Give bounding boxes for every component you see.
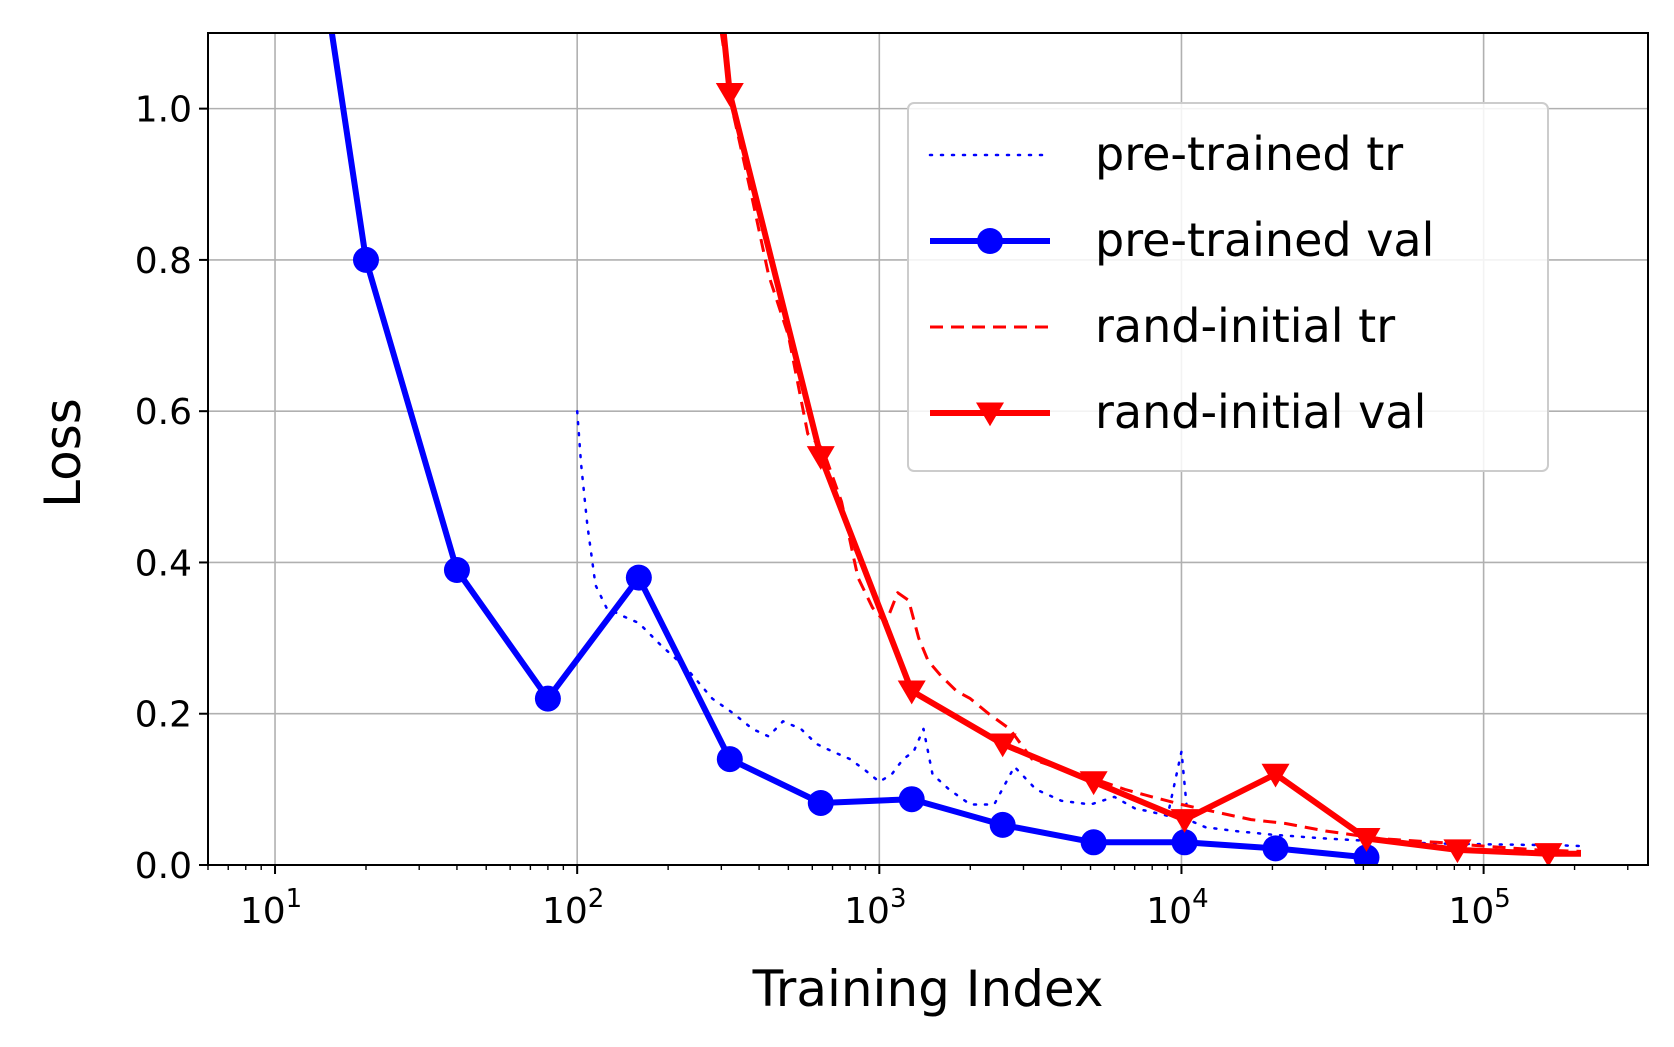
legend-marker-sample bbox=[976, 402, 1004, 427]
data-point-1 bbox=[1353, 844, 1380, 865]
data-point-1 bbox=[1262, 835, 1289, 862]
data-point-3 bbox=[1443, 839, 1472, 864]
data-point-3 bbox=[715, 83, 744, 107]
y-tick-label: 0.6 bbox=[135, 392, 192, 433]
x-tick-label: 105 bbox=[1448, 884, 1510, 932]
x-tick-label: 104 bbox=[1146, 884, 1208, 932]
data-point-1 bbox=[989, 811, 1016, 838]
y-tick-label: 0.0 bbox=[135, 846, 192, 887]
legend: pre-trained tr pre-trained val rand-init… bbox=[907, 102, 1549, 472]
x-axis-label: Training Index bbox=[752, 960, 1104, 1018]
data-point-3 bbox=[806, 446, 835, 470]
data-point-1 bbox=[716, 746, 743, 773]
ticks: 0.0 0.2 0.4 0.6 0.8 1.0 101 102 103 104 105 bbox=[135, 90, 1629, 932]
y-axis-label: Loss bbox=[34, 398, 92, 508]
data-point-3 bbox=[1261, 763, 1290, 788]
legend-label-pretrained-tr: pre-trained tr bbox=[1095, 127, 1403, 181]
legend-label-randinit-val: rand-initial val bbox=[1095, 385, 1426, 439]
data-point-1 bbox=[534, 685, 561, 712]
y-tick-label: 0.2 bbox=[135, 695, 192, 736]
legend-samples bbox=[928, 153, 1052, 427]
series-layer bbox=[328, 33, 1583, 865]
data-point-1 bbox=[807, 789, 834, 816]
data-point-1 bbox=[352, 246, 379, 273]
data-point-3 bbox=[1534, 843, 1563, 865]
x-tick-label: 103 bbox=[844, 884, 906, 932]
series-line-0 bbox=[575, 409, 1583, 848]
data-point-3 bbox=[1352, 828, 1381, 852]
data-point-3 bbox=[988, 733, 1017, 758]
x-tick-label: 101 bbox=[240, 884, 302, 932]
y-tick-label: 1.0 bbox=[135, 90, 192, 131]
data-point-3 bbox=[1079, 771, 1108, 796]
data-point-1 bbox=[1171, 829, 1198, 856]
data-point-1 bbox=[898, 786, 925, 813]
legend-label-randinit-tr: rand-initial tr bbox=[1095, 299, 1395, 353]
data-point-1 bbox=[443, 557, 470, 584]
data-point-3 bbox=[1170, 809, 1199, 833]
data-point-3 bbox=[897, 680, 926, 705]
legend-label-pretrained-val: pre-trained val bbox=[1095, 213, 1434, 267]
plot-frame bbox=[207, 32, 1649, 866]
data-point-1 bbox=[625, 564, 652, 591]
series-line-3 bbox=[720, 33, 1581, 857]
x-tick-label: 102 bbox=[542, 884, 604, 932]
legend-box bbox=[907, 102, 1549, 472]
y-tick-label: 0.8 bbox=[135, 241, 192, 282]
y-tick-label: 0.4 bbox=[135, 543, 192, 584]
data-point-1 bbox=[1080, 829, 1107, 856]
legend-marker-sample bbox=[977, 228, 1003, 254]
